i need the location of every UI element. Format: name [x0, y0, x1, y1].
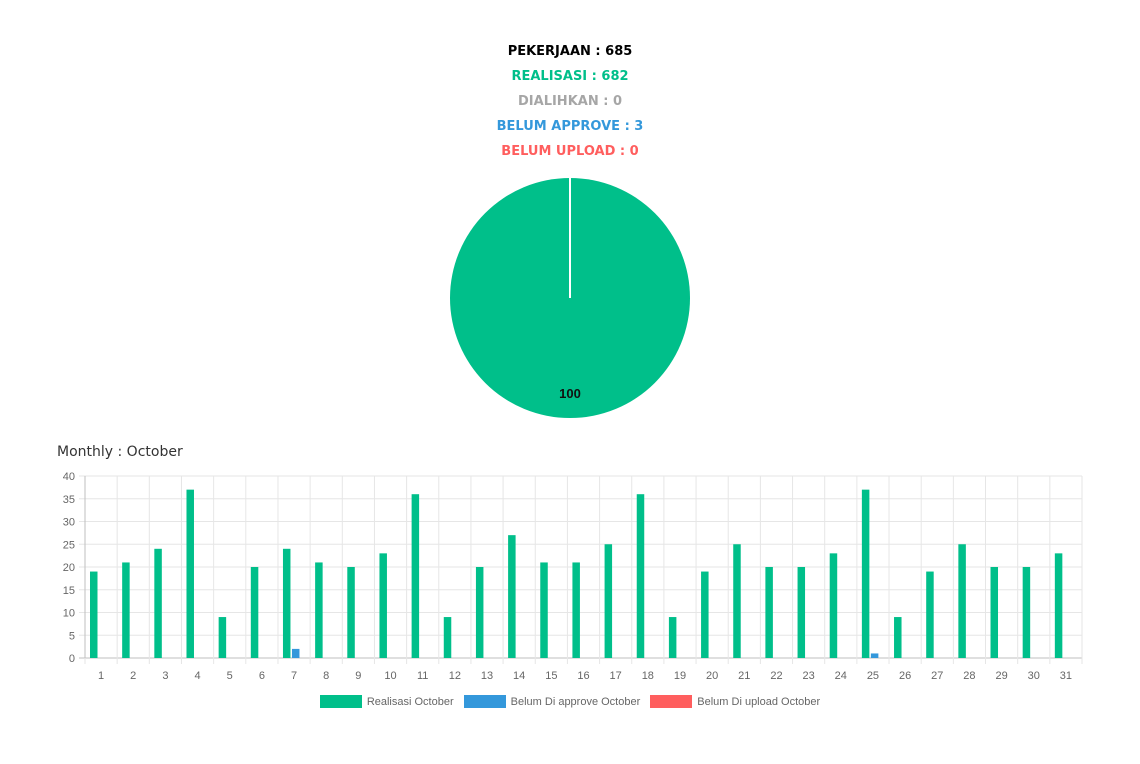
bar-realisasi-october-day-13	[475, 567, 484, 658]
x-tick-label: 1	[98, 670, 104, 682]
legend-item-belum-upload[interactable]: Belum Di upload October	[650, 695, 820, 708]
x-tick-label: 27	[931, 670, 943, 682]
pie-value-label: 100	[559, 386, 581, 401]
bar-realisasi-october-day-23	[797, 567, 806, 658]
x-tick-label: 11	[417, 670, 428, 682]
bar-realisasi-october-day-20	[701, 571, 709, 658]
bar-realisasi-october-day-8	[315, 562, 323, 658]
summary-panel: PEKERJAAN : 685 REALISASI : 682 DIALIHKA…	[0, 42, 1140, 167]
x-tick-label: 31	[1060, 670, 1072, 682]
x-tick-label: 3	[162, 670, 168, 682]
x-tick-label: 4	[195, 670, 201, 682]
x-tick-label: 12	[449, 670, 461, 682]
pie-chart: 100	[450, 178, 690, 418]
bar-realisasi-october-day-25	[861, 489, 870, 658]
bar-realisasi-october-day-30	[1022, 567, 1031, 658]
belum-approve-total: BELUM APPROVE : 3	[496, 119, 644, 134]
bar-realisasi-october-day-7	[282, 548, 291, 658]
legend-label-belum-upload: Belum Di upload October	[697, 695, 821, 708]
realisasi-total: REALISASI : 682	[511, 69, 629, 84]
x-tick-label: 25	[867, 670, 879, 682]
x-tick-label: 2	[130, 670, 136, 682]
bar-realisasi-october-day-1	[90, 571, 98, 658]
x-tick-label: 9	[355, 670, 361, 682]
bar-realisasi-october-day-15	[540, 562, 548, 658]
bar-realisasi-october-day-5	[218, 617, 227, 658]
y-tick-label: 25	[63, 539, 75, 551]
bar-realisasi-october-day-22	[765, 567, 773, 658]
y-tick-label: 20	[63, 562, 75, 574]
bar-realisasi-october-day-9	[347, 567, 355, 658]
y-tick-label: 30	[63, 517, 75, 529]
y-tick-label: 5	[69, 630, 75, 642]
legend-item-realisasi[interactable]: Realisasi October	[319, 695, 454, 708]
legend-swatch-belum-upload	[650, 695, 693, 708]
y-tick-label: 35	[63, 494, 75, 506]
bar-realisasi-october-day-6	[250, 567, 259, 658]
x-tick-label: 16	[577, 670, 589, 682]
y-tick-label: 40	[63, 471, 75, 483]
x-tick-label: 8	[323, 670, 329, 682]
bar-realisasi-october-day-28	[958, 544, 966, 658]
bar-realisasi-october-day-4	[186, 489, 194, 658]
x-tick-label: 29	[995, 670, 1007, 682]
x-tick-label: 18	[642, 670, 654, 682]
bar-realisasi-october-day-18	[636, 494, 645, 658]
x-tick-label: 20	[706, 670, 718, 682]
bar-realisasi-october-day-3	[154, 548, 162, 658]
x-tick-label: 5	[227, 670, 233, 682]
bar-realisasi-october-day-21	[733, 544, 741, 658]
bar-realisasi-october-day-29	[990, 567, 999, 658]
x-tick-label: 6	[259, 670, 265, 682]
x-tick-label: 26	[899, 670, 911, 682]
x-tick-label: 15	[545, 670, 557, 682]
legend-item-belum-approve[interactable]: Belum Di approve October	[463, 695, 641, 708]
bar-realisasi-october-day-31	[1054, 553, 1063, 658]
bar-realisasi-october-day-14	[508, 535, 516, 658]
belum-upload-total: BELUM UPLOAD : 0	[501, 144, 639, 159]
x-tick-label: 28	[963, 670, 975, 682]
bar-realisasi-october-day-24	[829, 553, 838, 658]
bar-realisasi-october-day-26	[894, 617, 902, 658]
x-tick-label: 23	[803, 670, 815, 682]
x-tick-label: 14	[513, 670, 525, 682]
y-tick-label: 15	[63, 585, 75, 597]
monthly-title: Monthly : October	[57, 444, 183, 460]
x-tick-label: 7	[291, 670, 297, 682]
pekerjaan-total: PEKERJAAN : 685	[507, 44, 633, 59]
chart-legend: Realisasi October Belum Di approve Octob…	[0, 695, 1140, 708]
bar-realisasi-october-day-10	[379, 553, 387, 658]
x-tick-label: 19	[674, 670, 686, 682]
legend-swatch-belum-approve	[463, 695, 506, 708]
bar-realisasi-october-day-2	[122, 562, 130, 658]
bar-belum-di-approve-october-day-7	[291, 648, 300, 658]
x-tick-label: 24	[835, 670, 847, 682]
legend-label-realisasi: Realisasi October	[366, 695, 454, 708]
x-tick-label: 10	[384, 670, 396, 682]
bar-belum-di-approve-october-day-25	[870, 653, 879, 658]
bar-realisasi-october-day-12	[443, 617, 452, 658]
legend-label-belum-approve: Belum Di approve October	[510, 695, 641, 708]
x-tick-label: 21	[738, 670, 750, 682]
bar-realisasi-october-day-19	[668, 617, 677, 658]
bar-realisasi-october-day-11	[411, 494, 420, 658]
legend-swatch-realisasi	[319, 695, 362, 708]
bar-realisasi-october-day-27	[926, 571, 934, 658]
x-tick-label: 17	[610, 670, 622, 682]
y-tick-label: 10	[63, 608, 75, 620]
x-tick-label: 30	[1028, 670, 1040, 682]
bar-realisasi-october-day-17	[604, 544, 613, 658]
bar-realisasi-october-day-16	[572, 562, 580, 658]
x-tick-label: 22	[770, 670, 782, 682]
dialihkan-total: DIALIHKAN : 0	[518, 94, 622, 109]
y-tick-label: 0	[69, 653, 75, 665]
x-tick-label: 13	[481, 670, 493, 682]
